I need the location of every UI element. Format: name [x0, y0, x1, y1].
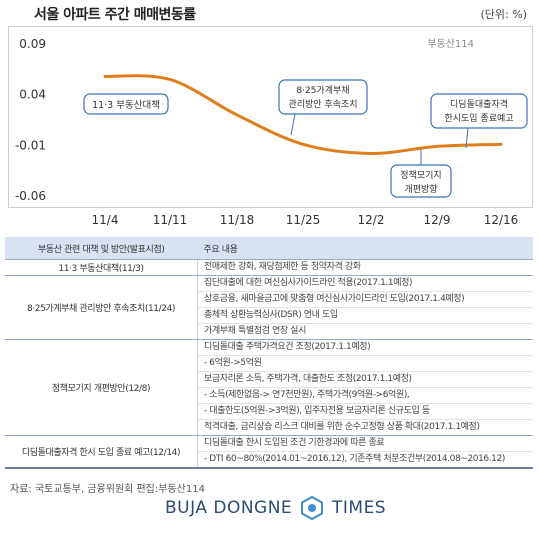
- footer-logo: BUJA DONGNE TIMES: [165, 495, 387, 521]
- annotation-8-25: 8·25가계부채 관리방안 후속조치: [278, 79, 368, 136]
- chart-title: 서울 아파트 주간 매매변동률: [34, 7, 196, 23]
- policy-item: 적격대출, 금리상승 리스크 대비를 위한 순수고정형 상품 확대(2017.1…: [204, 422, 480, 432]
- table-row: 디딤돌대출자격 한시 도입 종료 예고(12/14) 디딤돌대출 한시 도입된 조…: [5, 435, 533, 469]
- source-note: 자료: 국토교통부, 금융위원회 편집:부동산114: [10, 484, 205, 495]
- policy-content-cell: 디딤돌대출 주택가격요건 조정(2017.1.1예정) - 6억원->5억원 보금자…: [197, 339, 533, 436]
- policy-content-cell: 디딤돌대출 한시 도입된 조건 기한경과에 따른 종료 - DTI 60~80%(…: [197, 435, 533, 469]
- policy-item: - DTI 60~80%(2014.01~2016.12), 기존주택 처분조건…: [204, 454, 505, 464]
- logo-left-text: BUJA DONGNE: [165, 498, 293, 518]
- annotation-didimdol: 디딤돌대출자격 한시도입 종료예고: [430, 93, 528, 149]
- svg-text:개편방향: 개편방향: [404, 183, 437, 195]
- y-tick-label: -0.06: [15, 189, 46, 203]
- annotation-mortgage: 정책모기지 개편방향: [390, 149, 452, 198]
- x-tick-label: 11/4: [92, 213, 119, 227]
- logo-right-text: TIMES: [332, 498, 387, 518]
- x-tick-label: 12/16: [484, 213, 519, 227]
- policy-item: 상호금융, 새마을금고에 맞춤형 여신심사가이드라인 도입(2017.1.4예정…: [198, 292, 533, 308]
- line-chart: 부동산114 0.09 0.04 -0.01 -0.06 11/4 11/11 11/18…: [8, 26, 533, 227]
- svg-text:11·3 부동산대책: 11·3 부동산대책: [92, 100, 160, 111]
- policy-item: - 대출한도(5억원->3억원), 입주자전용 보금자리론 신규도입 등: [198, 404, 533, 420]
- x-tick-label: 11/11: [153, 213, 188, 227]
- svg-text:8·25가계부채: 8·25가계부채: [296, 84, 349, 96]
- y-tick-label: -0.01: [15, 138, 46, 152]
- policy-item: 집단대출에 대한 여신심사가이드라인 적용(2017.1.1예정): [198, 276, 533, 292]
- y-tick-label: 0.09: [19, 37, 46, 51]
- table-row: 11·3 부동산대책(11/3) 전매제한 강화, 재당첨제한 등 청약자격 강화: [5, 259, 533, 276]
- brand-badge: 부동산114: [427, 38, 474, 50]
- table-row: 정책모기지 개편방안(12/8) 디딤돌대출 주택가격요건 조정(2017.1.1…: [5, 339, 533, 436]
- policy-content-cell: 집단대출에 대한 여신심사가이드라인 적용(2017.1.1예정) 상호금융, 새…: [197, 275, 533, 340]
- policy-name-cell: 8·25가계부채 관리방안 후속조치(11/24): [5, 275, 198, 340]
- svg-text:한시도입 종료예고: 한시도입 종료예고: [444, 112, 513, 124]
- policy-item: 총체적 상환능력심사(DSR) 연내 도입: [198, 308, 533, 324]
- table-row: 8·25가계부채 관리방안 후속조치(11/24) 집단대출에 대한 여신심사가이…: [5, 275, 533, 340]
- policy-table: 부동산 관련 대책 및 방안(발표시점) 주요 내용 11·3 부동산대책(11…: [5, 237, 533, 469]
- policy-name-cell: 디딤돌대출자격 한시 도입 종료 예고(12/14): [5, 435, 198, 469]
- x-tick-label: 12/2: [358, 213, 385, 227]
- x-tick-label: 12/9: [424, 213, 451, 227]
- table-header-content: 주요 내용: [197, 237, 533, 260]
- policy-content-cell: 전매제한 강화, 재당첨제한 등 청약자격 강화: [197, 259, 533, 276]
- policy-name-cell: 11·3 부동산대책(11/3): [5, 259, 198, 276]
- policy-item: 전매제한 강화, 재당첨제한 등 청약자격 강화: [204, 262, 361, 272]
- svg-text:디딤돌대출자격: 디딤돌대출자격: [450, 98, 508, 110]
- y-tick-label: 0.04: [19, 88, 46, 102]
- policy-item: 가계부채 특별점검 연장 실시: [204, 326, 306, 336]
- x-tick-label: 11/18: [220, 213, 255, 227]
- policy-item: 보금자리론 소득, 주택가격, 대출한도 조정(2017.1.1예정): [198, 372, 533, 388]
- hexagon-logo-icon: [301, 495, 324, 521]
- policy-item: 디딤돌대출 한시 도입된 조건 기한경과에 따른 종료: [198, 436, 533, 452]
- unit-label: (단위: %): [480, 8, 527, 21]
- policy-item: - 6억원->5억원: [198, 356, 533, 372]
- table-header-policy: 부동산 관련 대책 및 방안(발표시점): [5, 237, 198, 260]
- policy-item: 디딤돌대출 주택가격요건 조정(2017.1.1예정): [198, 340, 533, 356]
- brand-text: 부동산114: [427, 38, 474, 50]
- policy-item: - 소득(제한없음-> 연7천만원), 주택가격(9억원->6억원),: [198, 388, 533, 404]
- policy-name-cell: 정책모기지 개편방안(12/8): [5, 339, 198, 436]
- chart-area: 부동산114 0.09 0.04 -0.01 -0.06 11/4 11/11 11/18…: [8, 26, 533, 234]
- annotation-11-3: 11·3 부동산대책: [83, 93, 169, 115]
- svg-text:관리방안 후속조치: 관리방안 후속조치: [288, 98, 357, 110]
- svg-text:정책모기지: 정책모기지: [400, 169, 441, 181]
- x-tick-label: 11/25: [286, 213, 321, 227]
